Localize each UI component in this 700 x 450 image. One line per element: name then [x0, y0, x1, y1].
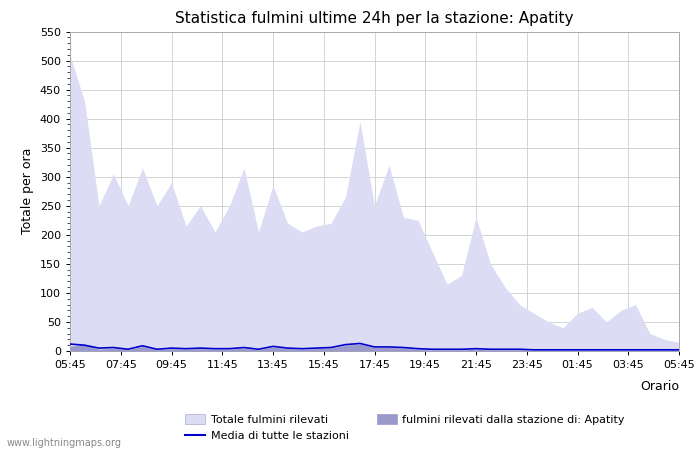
Text: Orario: Orario	[640, 380, 679, 393]
Legend: Totale fulmini rilevati, Media di tutte le stazioni, fulmini rilevati dalla staz: Totale fulmini rilevati, Media di tutte …	[186, 414, 624, 441]
Title: Statistica fulmini ultime 24h per la stazione: Apatity: Statistica fulmini ultime 24h per la sta…	[175, 11, 574, 26]
Y-axis label: Totale per ora: Totale per ora	[21, 148, 34, 234]
Text: www.lightningmaps.org: www.lightningmaps.org	[7, 438, 122, 448]
